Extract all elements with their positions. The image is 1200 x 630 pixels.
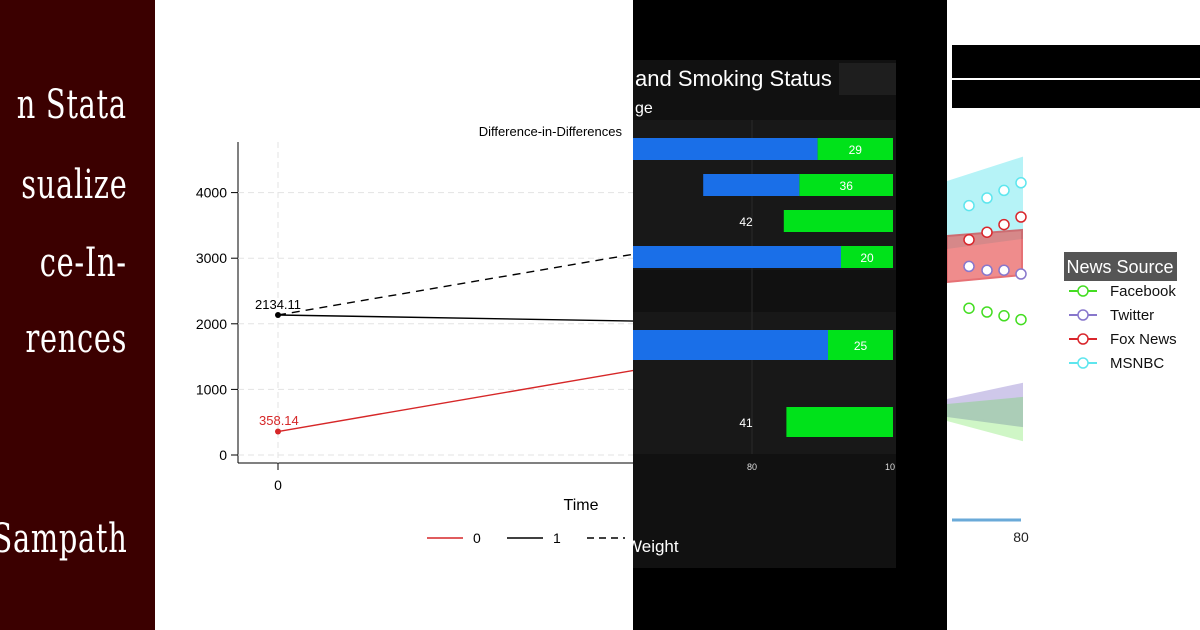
bar-label-3: 20 — [860, 251, 874, 265]
did-y-ticks: 0 1000 2000 3000 4000 — [196, 185, 238, 463]
news-legend-label-0: Facebook — [1110, 283, 1176, 300]
bar-green-3 — [841, 246, 893, 268]
bar-blue-1 — [703, 174, 800, 196]
bar-label-4: 25 — [854, 339, 868, 353]
did-gridlines — [238, 142, 635, 463]
bar-chart-title: and Smoking Status — [635, 66, 832, 91]
bar-blue-4 — [633, 330, 828, 360]
news-point-facebook — [998, 310, 1010, 322]
bar-green-0 — [817, 138, 893, 160]
news-legend-title-box — [1064, 252, 1177, 281]
did-legend-label-0: 0 — [473, 530, 481, 546]
news-point-msnbc — [963, 199, 975, 212]
bar-green-4 — [828, 330, 893, 360]
did-y-tick-label: 2000 — [196, 316, 227, 332]
did-y-tick-label: 0 — [219, 447, 227, 463]
did-x-axis-label: Time — [564, 497, 599, 514]
news-legend-label-3: MSNBC — [1110, 355, 1164, 372]
news-point-fox-news — [998, 218, 1010, 231]
news-point-twitter — [998, 264, 1010, 276]
did-y-tick-label: 4000 — [196, 185, 227, 201]
did-y-tick-label: 3000 — [196, 250, 227, 266]
did-chart: Difference-in-Differences 0 1000 2000 3000 4… — [196, 124, 635, 546]
news-point-twitter — [1015, 268, 1027, 280]
bar-blue-0 — [633, 138, 818, 160]
title-line-1: n Stata — [17, 82, 127, 128]
bar-label-1: 36 — [840, 179, 854, 193]
news-legend: Facebook Twitter Fox News MSNBC — [1069, 283, 1177, 372]
did-series-line-0 — [277, 369, 635, 433]
news-point-twitter — [981, 264, 993, 276]
news-legend-marker — [1077, 285, 1089, 297]
news-legend-label-2: Fox News — [1110, 331, 1177, 348]
bar-x-tick-80: 80 — [747, 462, 757, 472]
news-header-bar-1 — [952, 45, 1200, 78]
news-point-twitter — [963, 260, 975, 273]
news-point-facebook — [1015, 313, 1027, 326]
news-point-facebook — [981, 306, 993, 318]
news-point-fox-news — [981, 226, 993, 238]
news-legend-label-1: Twitter — [1110, 307, 1154, 324]
did-x-tick-label: 0 — [274, 477, 282, 493]
bar-green-1 — [799, 174, 893, 196]
news-legend-marker — [1077, 309, 1089, 321]
title-panel: n Stata sualize ce-In- rences Sampath — [0, 0, 155, 630]
news-header-bar-2 — [952, 80, 1200, 108]
did-point-0 — [275, 312, 281, 319]
news-chart: 80 News Source Facebook Twitter Fox News MS… — [947, 45, 1200, 545]
bar-chart-subtitle: ge — [635, 100, 653, 117]
news-legend-marker — [1077, 357, 1089, 369]
did-point-1 — [275, 428, 281, 435]
did-legend-label-1: 1 — [553, 530, 561, 546]
bar-label-0: 29 — [849, 143, 863, 157]
did-series — [275, 253, 635, 435]
bar-green-2 — [783, 210, 893, 232]
bar-legend-label: Weight — [633, 537, 679, 556]
title-line-2: sualize — [20, 162, 127, 208]
bar-rows: 29 36 42 20 25 41 — [633, 138, 893, 437]
title-line-4: rences — [25, 316, 127, 362]
news-point-msnbc — [981, 192, 993, 204]
news-point-fox-news — [1015, 211, 1027, 223]
did-series-line-1 — [277, 314, 635, 322]
bar-green-5 — [786, 407, 893, 437]
news-series-points — [963, 177, 1027, 326]
author-name: Sampath — [0, 516, 127, 562]
news-legend-marker — [1077, 333, 1089, 345]
did-chart-title: Difference-in-Differences — [479, 124, 623, 139]
did-annotation-control: 358.14 — [259, 413, 299, 428]
news-point-fox-news — [963, 234, 975, 246]
news-legend-title: News Source — [1066, 257, 1173, 277]
bar-blue-3 — [633, 246, 841, 268]
bar-chart: and Smoking Status ge 29 36 42 20 25 41 80 10… — [633, 60, 896, 568]
bar-title-block — [839, 63, 896, 95]
twitter-ribbon — [947, 382, 1023, 428]
news-chart-panel: 80 News Source Facebook Twitter Fox News MS… — [947, 0, 1200, 630]
news-point-facebook — [963, 302, 975, 314]
did-series-line-2 — [277, 253, 635, 316]
bar-label-5: 41 — [739, 416, 753, 430]
did-annotation-treated: 2134.11 — [255, 297, 301, 312]
news-x-tick-80: 80 — [1013, 529, 1029, 545]
facebook-ribbon — [947, 396, 1023, 442]
bar-label-2: 42 — [739, 215, 753, 229]
did-y-tick-label: 1000 — [196, 381, 227, 397]
bar-x-tick-100: 10 — [885, 462, 895, 472]
news-point-msnbc — [1015, 177, 1027, 189]
did-chart-panel: Difference-in-Differences 0 1000 2000 3000 4… — [155, 0, 635, 630]
bar-chart-panel: and Smoking Status ge 29 36 42 20 25 41 80 10… — [633, 0, 947, 630]
title-line-3: ce-In- — [40, 240, 127, 286]
news-point-msnbc — [998, 184, 1010, 197]
